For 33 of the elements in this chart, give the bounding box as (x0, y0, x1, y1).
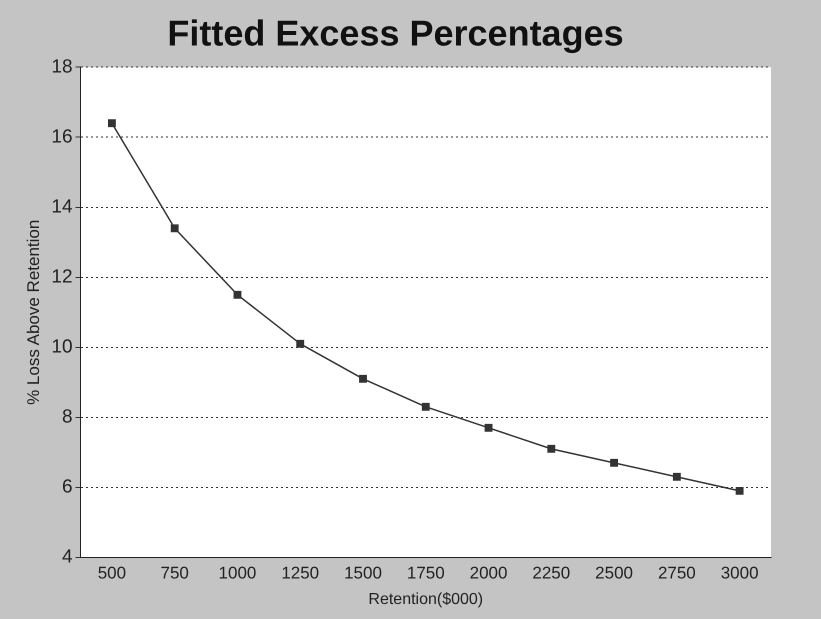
y-tick-label: 12 (51, 266, 73, 288)
x-tick-label: 1500 (344, 563, 382, 582)
point (422, 402, 430, 411)
x-tick-label: 1250 (281, 563, 320, 582)
point (484, 424, 492, 432)
x-tick-label: 2750 (658, 563, 696, 582)
x-tick-label: 2000 (470, 563, 508, 582)
x-tick-label: 1000 (218, 563, 256, 582)
y-tick-label: 16 (51, 126, 73, 148)
y-tick-label: 14 (51, 196, 73, 218)
point (672, 472, 681, 481)
point (296, 340, 304, 348)
point (547, 444, 556, 453)
point (170, 224, 179, 232)
y-tick-label: 8 (62, 406, 73, 428)
y-tick-label: 4 (62, 546, 73, 568)
y-tick-label: 18 (51, 56, 73, 78)
y-tick-label: 10 (51, 336, 73, 358)
x-tick-label: 1750 (406, 563, 445, 582)
y-axis-title: % Loss Above Retention (24, 220, 43, 405)
x-tick-label: 2500 (595, 563, 633, 582)
x-axis-title: Retention($000) (368, 590, 484, 608)
point (108, 119, 116, 128)
point (234, 290, 242, 299)
point (610, 458, 618, 467)
chart-title: Fitted Excess Percentages (167, 12, 624, 54)
y-tick-label: 6 (62, 476, 73, 498)
x-tick-label: 3000 (720, 563, 759, 582)
x-tick-label: 500 (98, 563, 126, 582)
x-tick-label: 2250 (532, 563, 570, 582)
x-tick-label: 750 (160, 563, 189, 582)
point (736, 486, 744, 495)
point (359, 374, 367, 383)
